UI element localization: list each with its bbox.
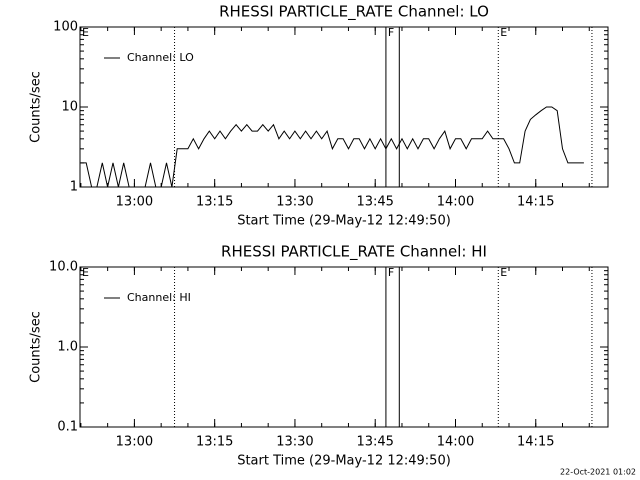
event-flag: E — [500, 266, 507, 279]
y-axis-label: Counts/sec — [29, 311, 44, 383]
x-tick-label: 13:30 — [276, 195, 313, 210]
legend-label: Channel: HI — [127, 291, 191, 304]
y-axis-label: Counts/sec — [29, 71, 44, 143]
data-line — [80, 106, 584, 188]
x-axis-label: Start Time (29-May-12 12:49:50) — [237, 214, 451, 229]
event-flag: E — [500, 26, 507, 39]
x-tick-label: 13:45 — [356, 195, 393, 210]
chart-title: RHESSI PARTICLE_RATE Channel: HI — [221, 243, 487, 262]
x-tick-label: 14:00 — [437, 435, 474, 450]
x-tick-label: 13:00 — [116, 435, 153, 450]
event-flag: F — [388, 266, 394, 279]
x-axis-label: Start Time (29-May-12 12:49:50) — [237, 454, 451, 469]
event-flag: F — [388, 26, 394, 39]
y-tick-label: 0.1 — [57, 420, 78, 435]
event-flag: E — [82, 266, 89, 279]
x-tick-label: 13:15 — [196, 195, 233, 210]
x-tick-label: 13:30 — [276, 435, 313, 450]
chart-title: RHESSI PARTICLE_RATE Channel: LO — [219, 3, 489, 22]
x-tick-label: 13:15 — [196, 435, 233, 450]
y-tick-label: 10.0 — [49, 260, 78, 275]
legend-label: Channel: LO — [127, 51, 194, 64]
x-tick-label: 14:15 — [517, 195, 554, 210]
event-flag: E — [82, 26, 89, 39]
y-tick-label: 1 — [70, 180, 78, 195]
x-tick-label: 13:00 — [116, 195, 153, 210]
y-tick-label: 1.0 — [57, 340, 78, 355]
x-tick-label: 14:15 — [517, 435, 554, 450]
y-tick-label: 100 — [53, 20, 78, 35]
x-tick-label: 13:45 — [356, 435, 393, 450]
x-tick-label: 14:00 — [437, 195, 474, 210]
timestamp: 22-Oct-2021 01:02 — [560, 468, 636, 477]
y-tick-label: 10 — [61, 100, 78, 115]
